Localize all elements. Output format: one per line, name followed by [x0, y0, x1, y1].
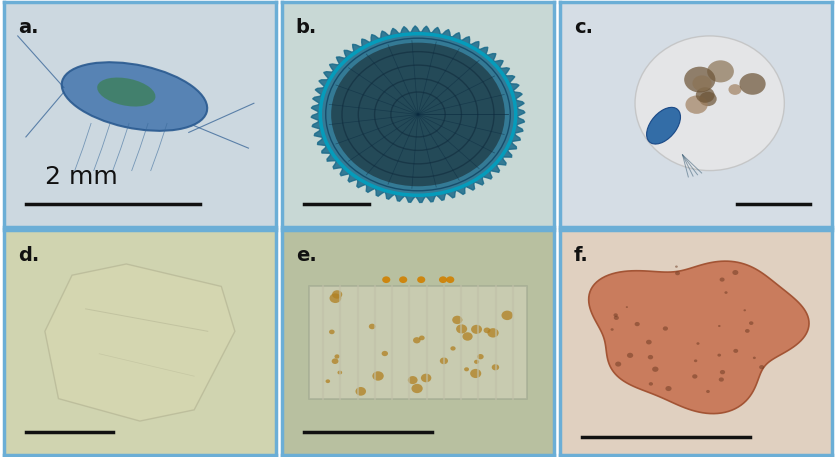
- Circle shape: [749, 321, 753, 325]
- Polygon shape: [309, 287, 527, 399]
- Polygon shape: [589, 261, 809, 414]
- Circle shape: [411, 384, 423, 393]
- Circle shape: [692, 75, 711, 91]
- Circle shape: [743, 309, 746, 311]
- Circle shape: [626, 306, 628, 308]
- Circle shape: [694, 359, 697, 362]
- Circle shape: [456, 324, 467, 334]
- Circle shape: [720, 370, 725, 374]
- Circle shape: [334, 354, 339, 359]
- Circle shape: [372, 371, 384, 381]
- Circle shape: [665, 386, 671, 391]
- Circle shape: [325, 379, 330, 383]
- Circle shape: [487, 328, 499, 338]
- Circle shape: [684, 67, 716, 92]
- Circle shape: [331, 43, 505, 186]
- Text: 2 mm: 2 mm: [45, 165, 118, 189]
- Circle shape: [759, 365, 764, 369]
- Circle shape: [696, 87, 715, 103]
- Circle shape: [471, 325, 482, 334]
- Circle shape: [728, 84, 742, 95]
- Circle shape: [338, 371, 342, 374]
- Circle shape: [464, 367, 469, 372]
- Circle shape: [440, 357, 448, 364]
- Circle shape: [439, 276, 447, 283]
- Circle shape: [413, 337, 421, 343]
- Circle shape: [720, 277, 725, 282]
- Circle shape: [417, 276, 426, 283]
- Polygon shape: [311, 26, 525, 202]
- Circle shape: [408, 376, 418, 384]
- Ellipse shape: [62, 62, 207, 131]
- Circle shape: [675, 266, 678, 268]
- Text: b.: b.: [296, 18, 317, 37]
- Circle shape: [739, 73, 766, 95]
- Circle shape: [369, 324, 375, 329]
- Circle shape: [663, 326, 668, 331]
- Circle shape: [446, 276, 454, 283]
- Circle shape: [675, 271, 680, 275]
- Circle shape: [719, 377, 724, 382]
- Circle shape: [627, 353, 633, 358]
- Circle shape: [381, 351, 388, 356]
- Circle shape: [382, 276, 390, 283]
- Circle shape: [699, 92, 716, 106]
- Circle shape: [725, 291, 727, 294]
- Ellipse shape: [97, 78, 155, 106]
- Circle shape: [635, 322, 640, 326]
- Circle shape: [733, 349, 738, 353]
- Circle shape: [652, 367, 659, 372]
- Circle shape: [329, 293, 341, 303]
- Circle shape: [474, 360, 479, 364]
- Circle shape: [470, 369, 482, 378]
- Circle shape: [707, 60, 734, 82]
- Circle shape: [753, 356, 756, 359]
- Circle shape: [610, 328, 614, 331]
- Circle shape: [332, 290, 342, 299]
- Circle shape: [615, 361, 621, 367]
- Text: f.: f.: [574, 246, 589, 265]
- Circle shape: [332, 358, 339, 364]
- Text: c.: c.: [574, 18, 593, 37]
- Ellipse shape: [646, 107, 681, 144]
- Circle shape: [451, 346, 456, 351]
- Circle shape: [696, 342, 700, 345]
- Circle shape: [419, 335, 425, 340]
- Text: d.: d.: [18, 246, 39, 265]
- Circle shape: [732, 270, 738, 275]
- Circle shape: [329, 329, 334, 334]
- Circle shape: [648, 355, 653, 359]
- Circle shape: [477, 354, 484, 359]
- Circle shape: [355, 387, 366, 396]
- Circle shape: [692, 374, 697, 379]
- Text: a.: a.: [18, 18, 38, 37]
- Circle shape: [649, 382, 653, 386]
- Circle shape: [483, 328, 491, 333]
- Circle shape: [718, 325, 721, 327]
- Ellipse shape: [635, 36, 784, 170]
- Circle shape: [452, 316, 462, 324]
- Circle shape: [717, 354, 721, 356]
- Circle shape: [502, 311, 513, 320]
- Circle shape: [706, 390, 710, 393]
- Circle shape: [745, 329, 750, 333]
- Circle shape: [421, 374, 431, 383]
- Polygon shape: [45, 264, 235, 421]
- Circle shape: [399, 276, 407, 283]
- Circle shape: [492, 364, 499, 370]
- Circle shape: [646, 340, 652, 345]
- Circle shape: [686, 96, 708, 114]
- Circle shape: [462, 332, 472, 340]
- Circle shape: [614, 316, 619, 320]
- Text: e.: e.: [296, 246, 317, 265]
- Circle shape: [614, 314, 618, 317]
